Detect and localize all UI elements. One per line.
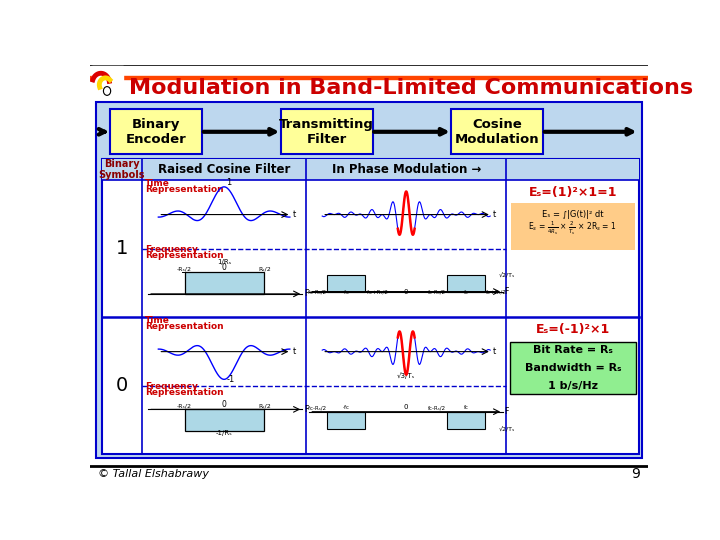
Text: -Rₛ/2: -Rₛ/2: [176, 403, 192, 408]
Ellipse shape: [104, 88, 109, 94]
Text: fᴄ-Rₛ/2: fᴄ-Rₛ/2: [428, 290, 446, 295]
Text: Rₛ/2: Rₛ/2: [258, 403, 271, 408]
Text: Rₛ/2: Rₛ/2: [258, 266, 271, 271]
Text: Frequency: Frequency: [145, 382, 198, 391]
Bar: [102, 159, 639, 180]
Bar: [90, 65, 648, 66]
Text: -fᴄ-Rₛ/2: -fᴄ-Rₛ/2: [306, 406, 326, 410]
Text: √3/Tₛ: √3/Tₛ: [397, 372, 415, 379]
Text: Representation: Representation: [145, 388, 224, 397]
Text: 0: 0: [222, 400, 227, 409]
FancyBboxPatch shape: [110, 110, 202, 154]
Text: Eₛ=(1)²×1=1: Eₛ=(1)²×1=1: [528, 186, 617, 199]
Bar: [510, 342, 636, 394]
Bar: [96, 102, 642, 457]
Text: F: F: [505, 407, 509, 416]
Text: Time: Time: [145, 179, 170, 188]
Text: © Tallal Elshabrawy: © Tallal Elshabrawy: [98, 469, 209, 480]
Text: -fᴄ+Rₛ/2: -fᴄ+Rₛ/2: [366, 290, 389, 295]
Text: Bit Rate = Rₛ
Bandwidth = Rₛ
1 b/s/Hz: Bit Rate = Rₛ Bandwidth = Rₛ 1 b/s/Hz: [525, 345, 621, 391]
Text: 1: 1: [226, 178, 232, 187]
Text: Cosine
Modulation: Cosine Modulation: [455, 118, 539, 146]
Text: Frequency: Frequency: [145, 245, 198, 254]
Text: 0: 0: [404, 289, 408, 295]
Text: fᴄ+Rₛ/2: fᴄ+Rₛ/2: [486, 290, 507, 295]
Text: F: F: [305, 289, 309, 299]
Text: F: F: [305, 405, 309, 414]
Text: Transmitting
Filter: Transmitting Filter: [279, 118, 374, 146]
Text: F: F: [505, 287, 509, 296]
Bar: [90, 66, 648, 76]
Text: 1: 1: [116, 239, 128, 258]
Text: √2/Tₛ: √2/Tₛ: [499, 272, 516, 277]
Text: 9: 9: [631, 468, 640, 482]
Bar: [447, 275, 485, 292]
Text: t: t: [293, 210, 296, 219]
Text: E$_s$ = $\frac{1}{4R_s}$ $\times$ $\frac{2}{T_s}$ $\times$ 2R$_s$ = 1: E$_s$ = $\frac{1}{4R_s}$ $\times$ $\frac…: [528, 219, 617, 237]
Bar: [184, 409, 264, 431]
FancyBboxPatch shape: [281, 110, 373, 154]
Text: -fᴄ: -fᴄ: [343, 290, 350, 295]
Text: t: t: [493, 347, 497, 356]
Text: Eₛ=(-1)²×1: Eₛ=(-1)²×1: [536, 323, 610, 336]
Text: Representation: Representation: [145, 185, 224, 194]
Text: 0: 0: [116, 376, 128, 395]
Bar: [184, 272, 264, 294]
Text: t: t: [493, 210, 497, 219]
Bar: [91, 66, 122, 97]
Text: Raised Cosine Filter: Raised Cosine Filter: [158, 163, 290, 176]
Text: √2/Tₛ: √2/Tₛ: [499, 426, 516, 431]
Bar: [327, 411, 365, 429]
Bar: [327, 275, 365, 292]
Bar: [510, 204, 635, 249]
Text: Modulation in Band-Limited Communications: Modulation in Band-Limited Communication…: [129, 78, 693, 98]
Bar: [102, 159, 639, 455]
Text: -1/Rₛ: -1/Rₛ: [216, 430, 233, 436]
Text: Binary
Encoder: Binary Encoder: [126, 118, 186, 146]
Text: fᴄ: fᴄ: [464, 406, 469, 410]
Bar: [90, 76, 648, 79]
Text: -fᴄ-Rₛ/2: -fᴄ-Rₛ/2: [306, 290, 326, 295]
Text: Representation: Representation: [145, 251, 224, 260]
Text: In Phase Modulation →: In Phase Modulation →: [331, 163, 481, 176]
Text: t: t: [293, 347, 296, 356]
Text: -fᴄ: -fᴄ: [343, 406, 350, 410]
Text: Representation: Representation: [145, 322, 224, 331]
Text: 1/Rₛ: 1/Rₛ: [217, 259, 231, 265]
Ellipse shape: [104, 87, 111, 95]
Text: Eₛ = ∫|G(t)|² dt: Eₛ = ∫|G(t)|² dt: [542, 210, 603, 219]
Text: fᴄ-Rₛ/2: fᴄ-Rₛ/2: [428, 406, 446, 410]
Bar: [447, 411, 485, 429]
Text: 0: 0: [404, 404, 408, 410]
Text: Binary
Symbols: Binary Symbols: [99, 159, 145, 180]
Text: 0: 0: [222, 263, 227, 272]
Text: Time: Time: [145, 316, 170, 325]
Text: -1: -1: [226, 375, 235, 384]
Text: fᴄ: fᴄ: [464, 290, 469, 295]
FancyBboxPatch shape: [451, 110, 544, 154]
Text: -Rₛ/2: -Rₛ/2: [176, 266, 192, 271]
